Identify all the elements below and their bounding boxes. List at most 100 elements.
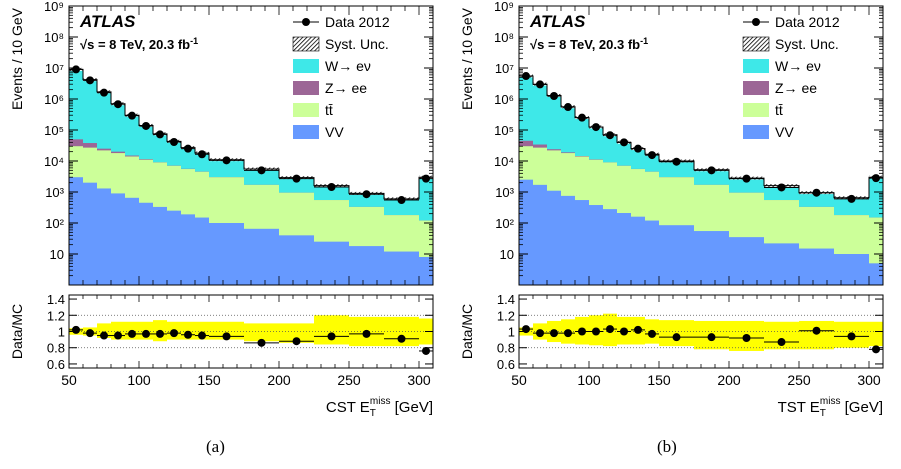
legend-label-3: VV: [325, 124, 344, 140]
legend-label-2: tt̄: [775, 102, 783, 118]
ratio-point-11: [257, 338, 266, 347]
bar-vv-15: [384, 251, 419, 285]
ratio-y-axis-label: Data/MC: [459, 304, 475, 359]
bar-vv-1: [83, 182, 97, 285]
ratio-band-14: [799, 320, 834, 350]
ratio-point-5: [142, 329, 150, 338]
ratio-point-9: [648, 329, 656, 338]
bar-vv-15: [834, 254, 869, 285]
y-tick-label-8: 10⁹: [44, 0, 64, 14]
ratio-point-16: [872, 345, 880, 354]
data-point-2: [550, 91, 558, 100]
ratio-band-10: [659, 320, 694, 347]
x-tick-label-4: 250: [787, 372, 811, 388]
data-point-1: [536, 80, 544, 89]
data-point-2: [100, 88, 108, 97]
bar-vv-10: [659, 225, 694, 285]
x-axis-label: CST ETmiss [GeV]: [326, 396, 433, 419]
y-tick-label-6: 10⁷: [495, 61, 514, 76]
legend-label-syst: Syst. Unc.: [775, 36, 839, 52]
x-tick-label-5: 300: [407, 372, 431, 388]
ratio-point-14: [362, 329, 371, 338]
ratio-point-2: [100, 331, 108, 340]
ratio-point-2: [550, 329, 558, 338]
ratio-band-11: [244, 323, 279, 342]
data-point-7: [170, 138, 178, 147]
bar-vv-6: [153, 206, 167, 285]
data-point-5: [142, 121, 150, 130]
ratio-y-axis-label: Data/MC: [9, 304, 25, 359]
ratio-point-11: [707, 333, 716, 342]
ratio-y-tick-label-3: 1.2: [47, 308, 65, 323]
x-tick-label-0: 50: [61, 372, 77, 388]
data-point-3: [564, 103, 572, 112]
data-point-13: [777, 183, 786, 192]
legend-swatch-0: [293, 59, 319, 73]
ratio-point-1: [86, 329, 94, 338]
ratio-point-8: [184, 330, 192, 339]
ratio-y-tick-label-4: 1.4: [497, 292, 515, 307]
ratio-point-13: [777, 338, 786, 347]
ratio-point-4: [128, 329, 136, 338]
legend-label-1: Z→ ee: [775, 80, 817, 96]
y-tick-label-3: 10⁴: [44, 154, 64, 169]
y-axis-label: Events / 10 GeV: [9, 7, 25, 110]
ratio-y-tick-label-1: 0.8: [47, 341, 65, 356]
y-tick-label-0: 10: [500, 247, 514, 262]
y-tick-label-8: 10⁹: [494, 0, 514, 14]
ratio-y-tick-label-0: 0.6: [497, 357, 515, 372]
legend-syst-swatch: [742, 36, 770, 52]
x-tick-label-2: 150: [197, 372, 221, 388]
bar-vv-3: [561, 195, 575, 285]
bar-vv-4: [575, 200, 589, 285]
x-tick-label-2: 150: [647, 372, 671, 388]
bar-vv-5: [139, 202, 153, 285]
ratio-y-tick-label-2: 1: [508, 325, 515, 340]
data-point-15: [397, 196, 406, 205]
bar-vv-9: [645, 220, 659, 285]
bar-vv-11: [694, 231, 729, 285]
bar-vv-9: [195, 217, 209, 285]
ratio-y-tick-label-2: 1: [58, 325, 65, 340]
data-point-12: [742, 174, 751, 183]
ratio-point-10: [672, 333, 681, 342]
ratio-y-tick-label-1: 0.8: [497, 341, 515, 356]
data-point-7: [620, 138, 628, 147]
ratio-point-10: [222, 332, 231, 341]
caption-b: (b): [657, 437, 677, 456]
bar-vv-8: [631, 216, 645, 285]
bar-vv-7: [167, 210, 181, 285]
ratio-band-10: [209, 321, 244, 340]
ratio-y-tick-label-3: 1.2: [497, 308, 515, 323]
ratio-point-3: [564, 329, 572, 338]
bar-vv-3: [111, 193, 125, 285]
ratio-y-tick-label-0: 0.6: [47, 357, 65, 372]
ratio-point-7: [620, 327, 628, 336]
legend-swatch-2: [743, 103, 769, 117]
bar-vv-1: [533, 184, 547, 285]
bar-vv-16: [869, 263, 883, 285]
data-point-4: [128, 111, 136, 120]
ratio-point-8: [634, 325, 642, 334]
data-point-16: [422, 174, 430, 183]
bar-vv-13: [314, 241, 349, 285]
y-tick-label-6: 10⁷: [45, 61, 64, 76]
y-tick-label-1: 10²: [495, 216, 514, 231]
ratio-y-tick-label-4: 1.4: [47, 292, 65, 307]
bar-vv-4: [125, 197, 139, 285]
ratio-point-12: [292, 337, 301, 346]
y-tick-label-2: 10³: [45, 185, 64, 200]
data-point-11: [707, 166, 716, 175]
data-point-13: [327, 182, 336, 191]
data-point-4: [578, 113, 586, 122]
ratio-point-12: [742, 333, 751, 342]
data-point-0: [72, 65, 80, 74]
data-point-5: [592, 123, 600, 132]
data-point-14: [812, 188, 821, 197]
data-point-15: [847, 194, 856, 203]
ratio-point-0: [72, 325, 80, 334]
x-tick-label-3: 200: [717, 372, 741, 388]
data-point-9: [648, 151, 656, 160]
y-tick-label-1: 10²: [45, 216, 64, 231]
data-point-10: [672, 157, 681, 166]
